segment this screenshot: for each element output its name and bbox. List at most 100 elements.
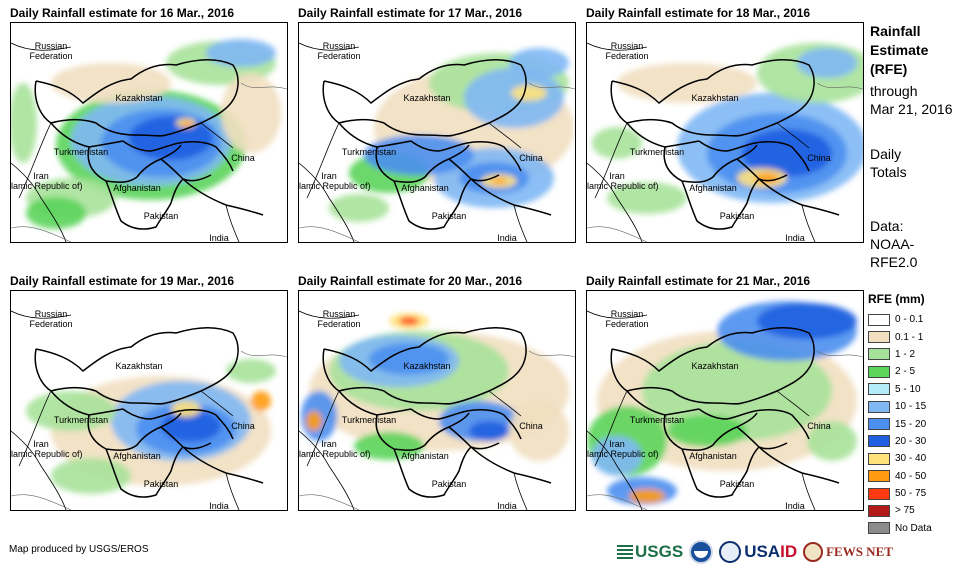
secondary-border	[11, 82, 287, 242]
map-label-india: India	[785, 233, 805, 243]
legend-item: 40 - 50	[868, 468, 964, 485]
secondary-border	[299, 350, 575, 510]
map-label-russia: Russian Federation	[317, 309, 361, 329]
map-label-afghanistan: Afghanistan	[689, 183, 737, 193]
country-border	[611, 59, 815, 136]
rainfall-map: Russian Federation Kazakhstan Turkmenistan I…	[298, 290, 576, 511]
map-label-india: India	[497, 233, 517, 243]
legend-item: No Data	[868, 520, 964, 537]
map-label-russia: Russian Federation	[29, 309, 73, 329]
side-title-line3: (RFE)	[870, 61, 908, 77]
map-label-turkmenistan: Turkmenistan	[341, 147, 397, 157]
legend-swatch	[868, 418, 890, 431]
country-border	[35, 59, 239, 136]
map-label-pakistan: Pakistan	[143, 211, 179, 221]
map-label-turkmenistan: Turkmenistan	[53, 147, 109, 157]
map-label-russia: Russian Federation	[317, 41, 361, 61]
rainfall-area	[629, 489, 665, 503]
country-border	[299, 162, 355, 242]
map-label-pakistan: Pakistan	[143, 479, 179, 489]
legend-swatch	[868, 365, 890, 378]
panel-title: Daily Rainfall estimate for 16 Mar., 201…	[10, 6, 235, 20]
legend-item: 0.1 - 1	[868, 328, 964, 345]
legend-item: 2 - 5	[868, 363, 964, 380]
usaid-logo-usa: USA	[744, 542, 781, 561]
map-label-russia: Russian Federation	[29, 41, 73, 61]
side-totals: Totals	[870, 164, 907, 180]
map-label-turkmenistan: Turkmenistan	[341, 415, 397, 425]
legend-swatch	[868, 504, 890, 517]
panel-mar-18: Daily Rainfall estimate for 18 Mar., 201…	[586, 5, 864, 245]
side-source-line2: RFE2.0	[870, 254, 918, 270]
rainfall-map: Russian Federation Kazakhstan Turkmenistan I…	[298, 22, 576, 243]
country-border	[18, 390, 52, 467]
country-border	[299, 42, 360, 51]
country-border	[610, 80, 743, 137]
country-border	[776, 390, 810, 417]
map-svg	[11, 39, 287, 242]
panel-mar-21: Daily Rainfall estimate for 21 Mar., 201…	[586, 273, 864, 513]
usaid-logo-aid: ID	[780, 542, 798, 561]
country-border	[375, 144, 470, 183]
country-border	[306, 390, 340, 467]
map-svg	[299, 42, 575, 242]
rainfall-area	[206, 39, 276, 67]
map-label-russia: Russian Federation	[605, 309, 649, 329]
panel-mar-17: Daily Rainfall estimate for 17 Mar., 201…	[298, 5, 576, 245]
country-border	[306, 122, 340, 199]
map-label-china: China	[231, 153, 255, 163]
map-svg	[587, 301, 863, 510]
secondary-border	[11, 350, 287, 510]
country-border	[11, 42, 72, 51]
side-daily: Daily	[870, 146, 902, 162]
side-date: Mar 21, 2016	[870, 101, 953, 117]
rainfall-area	[11, 83, 37, 163]
agency-logos: USGS USA ID FEWS NET	[617, 537, 893, 567]
rainfall-area	[757, 303, 857, 339]
rainfall-area	[491, 178, 507, 184]
rainfall-area	[592, 127, 642, 159]
map-label-pakistan: Pakistan	[431, 479, 467, 489]
panel-title: Daily Rainfall estimate for 18 Mar., 201…	[586, 6, 811, 20]
secondary-border	[299, 82, 575, 242]
rainfall-area	[226, 359, 276, 383]
rainfall-area	[369, 343, 449, 375]
legend-swatch	[868, 470, 890, 483]
legend-label: > 75	[895, 505, 915, 517]
legend-label: 0.1 - 1	[895, 331, 924, 343]
legend-item: 0 - 0.1	[868, 311, 964, 328]
map-label-pakistan: Pakistan	[719, 479, 755, 489]
map-label-afghanistan: Afghanistan	[113, 183, 161, 193]
country-border	[322, 348, 455, 405]
rainfall-area	[807, 421, 857, 461]
country-border	[698, 140, 810, 172]
side-source-line1: NOAA-	[870, 236, 915, 252]
legend-label: 10 - 15	[895, 401, 927, 413]
legend-swatch	[868, 522, 890, 535]
rainfall-field	[26, 359, 276, 494]
country-border	[587, 42, 648, 51]
usaid-logo: USA ID	[719, 541, 797, 563]
usaid-seal-icon	[719, 541, 742, 563]
legend-label: 40 - 50	[895, 470, 927, 482]
country-border	[105, 446, 184, 498]
country-border	[34, 80, 167, 137]
rainfall-area	[329, 194, 389, 222]
country-border	[698, 408, 810, 440]
legend-item: 50 - 75	[868, 485, 964, 502]
map-label-india: India	[209, 501, 229, 511]
country-border	[488, 390, 522, 417]
map-label-china: China	[231, 421, 255, 431]
side-title-line1: Rainfall	[870, 23, 921, 39]
country-border	[11, 162, 67, 242]
credit-text: Map produced by USGS/EROS	[9, 544, 149, 555]
map-label-iran: Iran(Islamic Republic of)	[298, 439, 371, 459]
rainfall-map: Russian Federation Kazakhstan Turkmenistan I…	[10, 22, 288, 243]
rainfall-area	[464, 68, 564, 128]
side-through: through	[870, 83, 918, 99]
country-border	[122, 408, 234, 440]
country-border	[322, 80, 455, 137]
panel-mar-19: Daily Rainfall estimate for 19 Mar., 201…	[10, 273, 288, 513]
country-border	[801, 204, 816, 242]
panel-title: Daily Rainfall estimate for 19 Mar., 201…	[10, 274, 235, 288]
